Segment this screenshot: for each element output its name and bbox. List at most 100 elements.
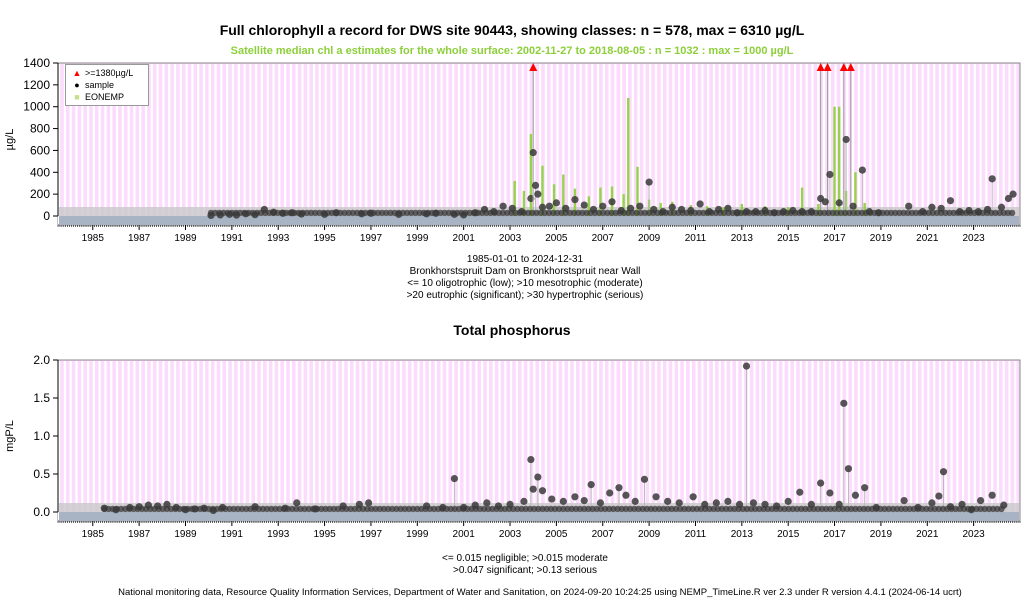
stripe [533,361,536,520]
y-tick-label: 1200 [23,78,50,92]
stripe [770,361,774,520]
stripe [649,64,652,224]
stripe [828,361,831,520]
stripe [614,361,617,520]
stripe [921,64,924,224]
sample-point [724,497,732,505]
stripe [69,64,72,224]
stripe [770,64,774,224]
stripe [886,361,889,520]
stripe [996,64,1000,224]
stripe [133,64,136,224]
stripe [312,64,316,224]
stripe [411,361,414,520]
x-tick-label: 2015 [777,233,800,244]
stripe [324,361,327,520]
stripe [307,64,310,224]
stripe [869,64,872,224]
stripe [1014,361,1017,520]
stripe [110,361,113,520]
stripe [707,361,710,520]
sample-point [538,203,547,211]
sample-point [552,199,560,207]
stripe [822,64,826,224]
sample-point [696,200,704,208]
stripe [736,361,739,520]
sample-point [293,499,301,507]
x-tick-label: 2009 [638,233,661,244]
stripe [950,64,953,224]
stripe [63,64,66,224]
stripe [724,64,727,224]
stripe [255,64,258,224]
stripe [423,64,426,224]
stripe [191,64,194,224]
stripe [173,361,177,520]
sample-point [365,499,373,507]
sample-point [826,489,834,497]
legend-entry-high: ▲ >=1380µg/L [72,68,134,78]
stripe [185,361,188,520]
stripe [938,361,942,520]
stripe [197,361,200,520]
stripe [191,361,194,520]
chart-2-caption-line-1: <= 0.015 negligible; >0.015 moderate [442,553,608,564]
stripe [944,361,947,520]
stripe [573,64,576,224]
x-tick-label: 1989 [174,233,197,244]
sample-point [622,491,630,499]
stripe [104,64,107,224]
stripe [434,361,437,520]
stripe [272,64,275,224]
x-tick-label: 2019 [870,233,893,244]
sample-point [527,194,535,203]
sample-point [645,178,653,186]
x-tick-label: 1993 [267,529,290,540]
stripe [452,64,455,224]
stripe [481,361,484,520]
sample-point [606,489,614,497]
stripe [81,64,84,224]
chart-1-subtitle: Satellite median chl a estimates for the… [230,45,794,57]
satellite-bar [627,97,630,216]
stripe [202,361,206,520]
stripe [150,361,153,520]
stripe [683,361,687,520]
stripe [898,64,901,224]
stripe [168,361,171,520]
sample-point [615,484,623,492]
sample-point [935,492,943,500]
x-tick-label: 2021 [916,233,939,244]
stripe [753,64,756,224]
phosphorus-chart: 0.0 0.5 1.0 1.5 2.0 mgP/L 1985 1987 1989 1991 1993… [4,353,1021,540]
stripe [266,361,269,520]
stripe [869,361,872,520]
stripe [979,361,982,520]
satellite-bar [529,134,533,216]
sample-point [844,465,853,473]
green-bar-icon: ■ [74,92,80,102]
stripe [695,361,698,520]
stripe [173,64,177,224]
sample-series [207,135,1017,220]
stripe [92,64,95,224]
x-tick-label: 2011 [685,529,707,540]
stripe [382,361,385,520]
sample-point [631,497,639,505]
satellite-bar [599,187,602,216]
stripe [985,64,988,224]
stripe [347,361,350,520]
stripe [701,64,704,224]
high-value-marker [823,63,832,71]
stripe [486,64,490,224]
x-tick-label: 1985 [82,529,105,540]
sample-point [636,202,644,210]
stripe [898,361,901,520]
stripe [1008,64,1011,224]
stripe [463,64,466,224]
stripe [370,361,374,520]
stripe [747,361,750,520]
footer-note: National monitoring data, Resource Quali… [118,587,962,598]
stripe [399,361,403,520]
stripe [718,64,721,224]
